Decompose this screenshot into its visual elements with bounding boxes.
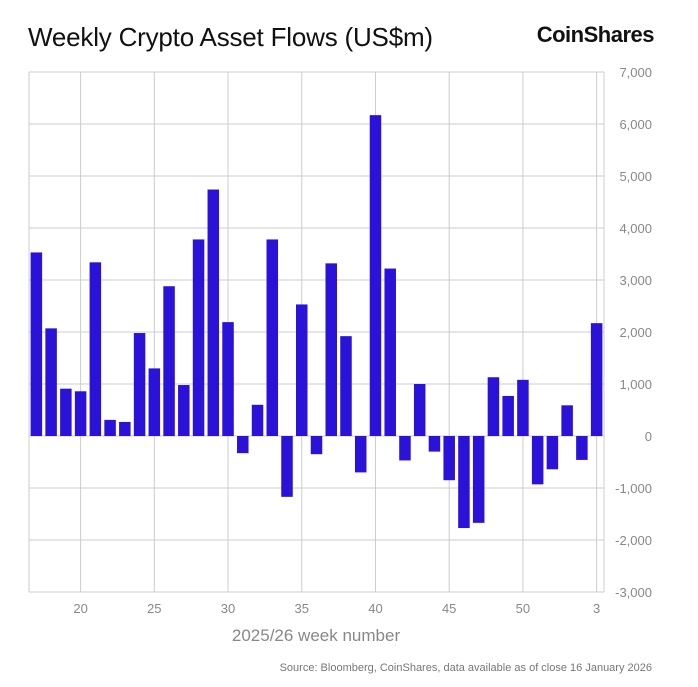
bar [266, 239, 279, 436]
bar [178, 385, 190, 436]
bar [561, 405, 573, 436]
bar [237, 436, 249, 454]
bar [384, 268, 396, 436]
bar [45, 328, 57, 436]
bar [502, 395, 514, 436]
x-tick-label: 35 [295, 601, 309, 616]
bar [310, 436, 323, 455]
bar [340, 336, 352, 436]
bar [531, 436, 544, 485]
y-tick-label: 3,000 [619, 273, 652, 288]
bar [89, 262, 102, 436]
x-tick-label: 40 [368, 601, 382, 616]
x-axis-label: 2025/26 week number [232, 626, 401, 645]
x-tick-label: 45 [442, 601, 456, 616]
bars [30, 115, 603, 529]
bar [428, 436, 441, 452]
y-tick-label: 6,000 [619, 117, 652, 132]
y-tick-label: -1,000 [615, 481, 652, 496]
bar [60, 388, 72, 436]
x-tick-label: 30 [221, 601, 235, 616]
bar [458, 436, 470, 529]
bar [207, 189, 220, 436]
y-tick-label: 7,000 [619, 65, 652, 80]
bar [517, 379, 529, 436]
grid-lines [28, 71, 605, 593]
x-tick-label: 25 [147, 601, 161, 616]
chart-title: Weekly Crypto Asset Flows (US$m) [28, 22, 433, 52]
y-tick-label: 4,000 [619, 221, 652, 236]
bar [222, 322, 234, 436]
bar [74, 391, 87, 436]
bar [576, 436, 588, 460]
bar [296, 304, 308, 436]
bar [251, 404, 264, 436]
bar [472, 436, 485, 523]
bar [281, 436, 293, 497]
y-tick-label: 1,000 [619, 377, 652, 392]
y-tick-label: 2,000 [619, 325, 652, 340]
bar [487, 377, 500, 436]
bar [413, 384, 426, 436]
coinshares-logo: CoinShares [536, 22, 655, 47]
y-tick-label: 0 [645, 429, 652, 444]
y-tick-label: -2,000 [615, 533, 652, 548]
bar [148, 368, 161, 436]
x-tick-label: 50 [516, 601, 530, 616]
bar [133, 333, 146, 436]
bar [30, 252, 43, 436]
source-note: Source: Bloomberg, CoinShares, data avai… [279, 662, 652, 674]
bar [163, 286, 175, 436]
bar [325, 263, 337, 436]
bar [369, 115, 382, 436]
y-tick-label: -3,000 [615, 585, 652, 600]
x-tick-label: 3 [593, 601, 600, 616]
bar [546, 436, 559, 470]
bar [119, 421, 131, 436]
bar [399, 436, 411, 461]
axes: 7,000 6,000 5,000 4,000 3,000 2,000 1,000 0 -1,0… [73, 65, 652, 616]
bar [443, 436, 455, 481]
bar [590, 323, 603, 436]
y-tick-label: 5,000 [619, 169, 652, 184]
bar [192, 239, 205, 436]
bar [354, 436, 367, 473]
x-tick-label: 20 [73, 601, 87, 616]
bar [104, 419, 116, 436]
